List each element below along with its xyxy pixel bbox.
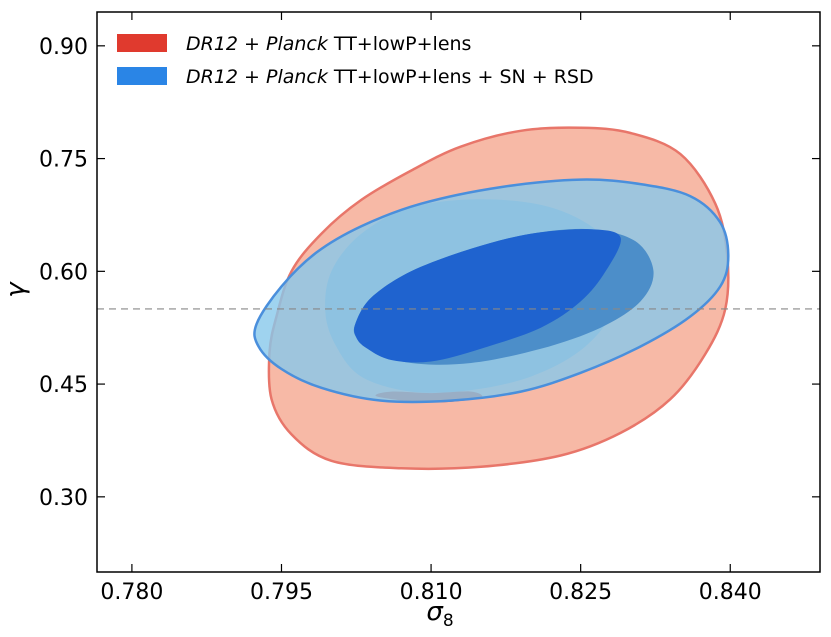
contour-layer [253,126,730,471]
legend-label-dr12-planck-sn-rsd: DR12 + Planck TT+lowP+lens + SN + RSD [186,66,594,88]
y-axis-label: γ [1,281,31,298]
x-axis-ticks: 0.780 0.795 0.810 0.825 0.840 [100,12,762,605]
x-tick-label: 0.810 [400,580,463,605]
y-axis-ticks: 0.30 0.45 0.60 0.75 0.90 [39,35,820,511]
legend-swatch-dr12-planck [117,34,167,52]
y-tick-label: 0.75 [39,148,88,173]
x-tick-label: 0.795 [250,580,313,605]
legend-label-dr12-planck: DR12 + Planck TT+lowP+lens [186,33,471,55]
x-axis-label-symbol: σ [426,597,444,627]
contour-series2-68pct-core [354,229,621,363]
x-axis-label-subscript: 8 [443,611,454,631]
x-axis-label: σ8 [426,597,453,631]
y-tick-label: 0.60 [39,260,88,285]
x-tick-label: 0.780 [100,580,163,605]
legend: DR12 + Planck TT+lowP+lens DR12 + Planck… [117,33,594,88]
x-tick-label: 0.825 [549,580,612,605]
y-tick-label: 0.45 [39,373,88,398]
y-tick-label: 0.30 [39,486,88,511]
y-tick-label: 0.90 [39,35,88,60]
x-tick-label: 0.840 [699,580,762,605]
legend-swatch-dr12-planck-sn-rsd [117,67,167,85]
plot-frame [96,11,821,573]
